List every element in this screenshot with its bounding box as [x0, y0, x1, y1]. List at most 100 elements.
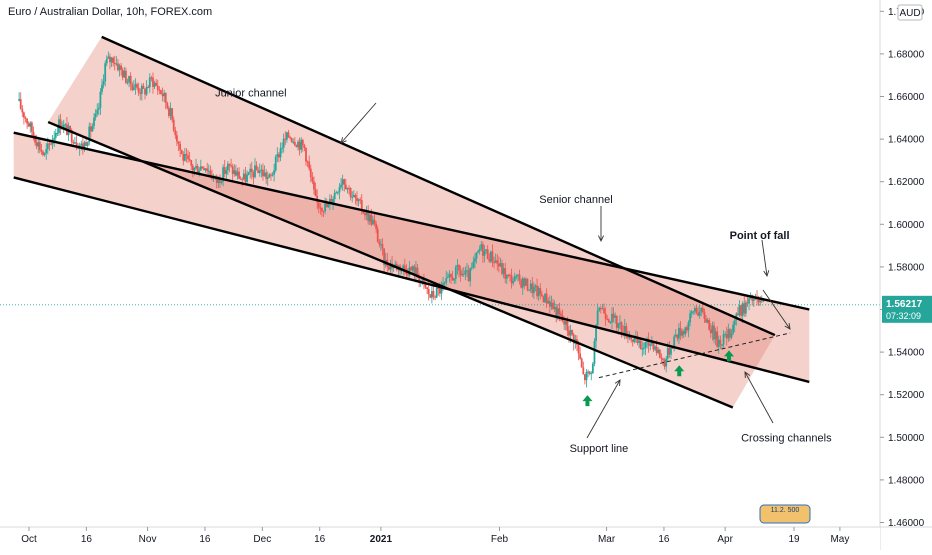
candle-body-367 — [603, 308, 605, 314]
candle-body-221 — [370, 214, 373, 225]
candle-body-45 — [89, 126, 92, 132]
candle-body-261 — [434, 296, 436, 298]
candle-body-247 — [411, 266, 414, 271]
candle-body-456 — [744, 302, 747, 314]
candle-body-248 — [413, 266, 416, 276]
candle-body-353 — [580, 358, 583, 368]
candle-body-155 — [265, 172, 268, 179]
candle-body-55 — [105, 58, 108, 64]
candle-body-179 — [303, 145, 306, 148]
candle-body-132 — [228, 163, 231, 166]
candle-body-421 — [689, 313, 691, 323]
y-tick-label-1: 1.48000 — [888, 475, 925, 486]
candle-body-205 — [344, 184, 347, 190]
candle-body-295 — [488, 258, 491, 262]
candle-body-433 — [708, 320, 711, 330]
candle-body-201 — [338, 187, 341, 193]
candle-body-63 — [118, 65, 121, 71]
time-axis-background — [0, 527, 880, 550]
candle-body-249 — [415, 267, 417, 276]
candle-body-20 — [50, 143, 52, 145]
candle-body-440 — [719, 339, 722, 345]
candle-body-96 — [171, 108, 174, 120]
candle-body-313 — [517, 274, 519, 276]
candle-body-33 — [70, 130, 73, 142]
candle-body-291 — [482, 244, 484, 256]
candle-body-300 — [496, 260, 499, 264]
candle-body-188 — [317, 202, 320, 208]
candle-body-327 — [539, 288, 542, 295]
candle-body-118 — [206, 168, 209, 172]
candle-body-0 — [18, 99, 21, 101]
candle-body-195 — [329, 198, 331, 204]
candle-body-191 — [322, 211, 325, 213]
candle-body-144 — [247, 172, 250, 175]
candle-body-418 — [684, 327, 687, 335]
candle-body-124 — [215, 175, 218, 183]
candle-body-81 — [147, 86, 150, 88]
candle-body-273 — [453, 278, 456, 281]
candle-body-258 — [429, 294, 432, 298]
candle-body-113 — [198, 170, 201, 173]
candle-body-423 — [692, 311, 695, 313]
candle-body-446 — [729, 329, 731, 338]
crossing-channels-pointer-head — [744, 371, 751, 379]
candle-body-79 — [144, 88, 146, 95]
x-tick-label-10: Apr — [717, 534, 733, 545]
candle-body-87 — [156, 85, 159, 90]
candle-body-315 — [520, 280, 523, 288]
candle-body-444 — [725, 334, 728, 339]
candle-body-283 — [469, 268, 472, 282]
watermark-text: 11.2. 500 — [771, 507, 800, 514]
candle-body-284 — [470, 267, 473, 269]
candle-body-271 — [450, 274, 452, 278]
candle-body-19 — [48, 143, 51, 145]
candle-body-166 — [282, 138, 285, 148]
candle-body-397 — [650, 342, 653, 345]
point-of-fall-pointer-head — [763, 270, 770, 278]
candle-body-82 — [148, 77, 151, 88]
candle-body-331 — [545, 293, 548, 304]
candle-body-266 — [442, 283, 444, 286]
candle-body-455 — [743, 303, 746, 314]
candle-body-198 — [333, 192, 336, 200]
candle-body-320 — [528, 289, 531, 291]
candle-body-67 — [125, 70, 127, 83]
senior-channel-pointer-head — [597, 235, 605, 243]
candle-body-202 — [340, 184, 342, 188]
candle-body-269 — [446, 276, 449, 278]
annotation-4: Crossing channels — [741, 433, 832, 445]
up-arrow-0 — [582, 395, 593, 407]
candle-body-75 — [137, 87, 140, 93]
candle-body-278 — [461, 273, 464, 276]
y-tick-label-3: 1.52000 — [888, 390, 925, 401]
candle-body-257 — [427, 289, 430, 295]
candle-body-14 — [40, 149, 43, 152]
candle-body-428 — [700, 307, 703, 312]
candle-body-76 — [139, 92, 142, 94]
candle-body-209 — [351, 196, 354, 198]
candle-body-222 — [372, 219, 374, 225]
candle-body-374 — [614, 315, 617, 318]
candle-body-245 — [408, 267, 411, 276]
candle-body-400 — [655, 346, 658, 353]
candle-body-311 — [513, 276, 516, 282]
candle-body-337 — [555, 306, 558, 318]
candle-body-58 — [110, 57, 113, 63]
y-tick-label-2: 1.50000 — [888, 433, 925, 444]
candle-body-330 — [544, 293, 546, 303]
candle-body-28 — [62, 124, 65, 129]
candle-body-346 — [569, 330, 572, 336]
candle-body-381 — [625, 326, 628, 338]
x-tick-label-2: Nov — [139, 534, 157, 545]
candle-body-345 — [568, 330, 570, 336]
candle-body-136 — [234, 170, 237, 176]
candle-body-328 — [540, 294, 543, 297]
candle-body-41 — [83, 142, 86, 150]
candle-body-389 — [638, 340, 640, 343]
candle-body-49 — [96, 109, 99, 114]
candle-body-97 — [172, 119, 175, 131]
candle-body-54 — [104, 63, 107, 82]
candle-body-452 — [738, 305, 741, 316]
